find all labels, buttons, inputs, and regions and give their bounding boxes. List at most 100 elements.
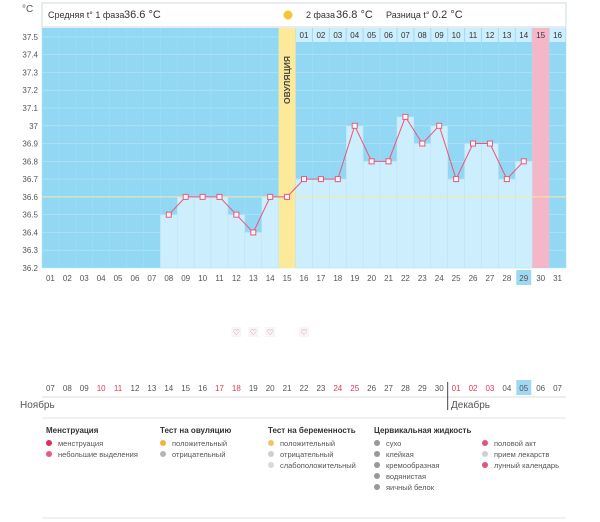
top-day-label: 13 [502, 31, 511, 40]
date-label: 26 [367, 384, 376, 393]
temp-column [312, 178, 330, 269]
legend-item: положительный [280, 439, 335, 448]
temp-column [261, 196, 279, 269]
temp-column [244, 232, 262, 269]
legend-item: половой акт [494, 439, 537, 448]
legend-icon [268, 451, 274, 457]
top-day-label: 09 [435, 31, 444, 40]
cycle-day-label: 23 [418, 274, 427, 283]
x-axis-dates: 07 08 09 10 11 12 13 14 15 16 17 18 19 20 21 22 23 24 25 26… [42, 380, 566, 410]
intercourse-cell [248, 327, 259, 337]
month-november: Ноябрь [20, 399, 55, 411]
top-day-label: 06 [384, 31, 393, 40]
legend-icon [46, 451, 52, 457]
ovulation-label: ОВУЛЯЦИЯ [282, 56, 292, 104]
cycle-day-label: 27 [485, 274, 494, 283]
date-label: 07 [553, 384, 562, 393]
top-day-cell [448, 28, 465, 42]
legend-title: Цервикальная жидкость [374, 426, 471, 435]
top-day-cell [296, 28, 312, 42]
temperature-point [250, 229, 257, 236]
top-day-label: 07 [401, 31, 410, 40]
date-label: 27 [384, 384, 393, 393]
cycle-day-label: 01 [46, 274, 55, 283]
legend-item: отрицательный [280, 450, 333, 459]
cycle-day-label: 25 [452, 274, 461, 283]
temperature-point [165, 211, 172, 218]
top-day-label: 03 [333, 31, 342, 40]
top-day-label: 08 [418, 31, 427, 40]
temp-column [396, 116, 415, 269]
temperature-point [317, 176, 324, 183]
cycle-day-label: 04 [97, 274, 106, 283]
temperature-point [385, 158, 392, 165]
diff-value: 0.2 °C [432, 9, 463, 21]
temp-column [193, 196, 212, 269]
legend-icon [482, 440, 488, 446]
temp-column [447, 178, 465, 269]
cycle-day-label: 14 [266, 274, 275, 283]
legend-item: небольшие выделения [58, 450, 138, 459]
top-day-label: 04 [350, 31, 359, 40]
top-day-cell [549, 28, 566, 42]
cycle-day-label: 19 [350, 274, 359, 283]
phase2-label: 2 фаза [306, 10, 335, 20]
legend-icon [160, 451, 166, 457]
date-label: 17 [215, 384, 224, 393]
legend-item: лунный календарь [494, 461, 559, 470]
intercourse-cell [299, 327, 309, 337]
top-day-label: 14 [519, 31, 528, 40]
y-tick-label: 37.4 [22, 51, 38, 60]
legend-icon [160, 440, 166, 446]
date-label: 15 [181, 384, 190, 393]
legend-item: водянистая [386, 472, 426, 481]
y-tick-label: 36.6 [22, 193, 38, 202]
temperature-point [216, 193, 223, 200]
legend-title: Тест на овуляцию [160, 426, 231, 435]
y-tick-label: 36.4 [22, 228, 38, 237]
top-day-cell [346, 28, 363, 42]
date-label: 16 [198, 384, 207, 393]
today-date-highlight [516, 380, 532, 395]
cycle-day-label: 28 [502, 274, 511, 283]
cycle-day-label: 15 [283, 274, 292, 283]
legend-item: положительный [172, 439, 227, 448]
temp-column [413, 143, 432, 269]
cycle-day-label: 21 [384, 274, 393, 283]
date-label: 10 [97, 384, 106, 393]
y-tick-label: 36.2 [22, 264, 38, 273]
legend-item: слабоположительный [280, 461, 356, 470]
temperature-point [334, 176, 341, 183]
legend-item: менструация [58, 439, 103, 448]
temp-column [176, 196, 195, 269]
date-label: 12 [131, 384, 140, 393]
cycle-day-label: 29 [519, 274, 528, 283]
intercourse-cell [231, 327, 242, 337]
top-day-label: 15 [536, 31, 545, 40]
temp-column [329, 178, 347, 269]
temperature-point [402, 113, 409, 120]
date-label: 19 [249, 384, 258, 393]
top-day-cell [532, 28, 549, 42]
temperature-point [351, 122, 358, 129]
cycle-day-label: 07 [147, 274, 156, 283]
month-december: Декабрь [451, 399, 490, 411]
date-label: 25 [350, 384, 359, 393]
diff-label: Разница t° [386, 10, 430, 20]
temperature-point [182, 193, 189, 200]
date-label: 18 [232, 384, 241, 393]
cycle-day-label: 09 [181, 274, 190, 283]
cycle-day-label: 31 [553, 274, 562, 283]
x-axis-cycle-days: 01 02 03 04 05 06 07 08 09 10 11 12 13 14 15 16 17 18 19 20… [46, 270, 563, 285]
temperature-point [419, 140, 426, 147]
legend-item: отрицательный [172, 450, 225, 459]
date-label: 06 [536, 384, 545, 393]
temperature-point [520, 158, 527, 165]
current-day-highlight [516, 270, 532, 285]
y-tick-label: 37 [29, 122, 38, 131]
ovulation-band [278, 28, 296, 268]
top-day-label: 12 [485, 31, 494, 40]
top-day-cell [380, 28, 397, 42]
heart-icon: ♡ [250, 328, 257, 337]
temp-column [498, 178, 516, 269]
